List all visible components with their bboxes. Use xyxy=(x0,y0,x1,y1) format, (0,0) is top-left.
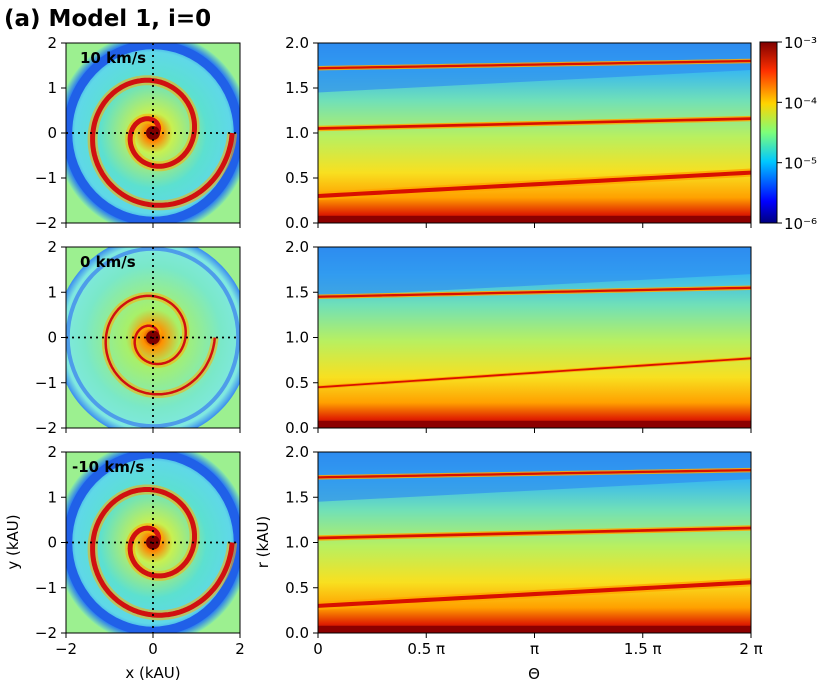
y-tick-label: 2 xyxy=(47,443,57,461)
shell-band xyxy=(318,468,751,479)
spiral-arm xyxy=(90,487,235,618)
y-tick-label: 0.0 xyxy=(285,214,309,232)
spiral-arm xyxy=(104,294,217,396)
y-tick-label: 1 xyxy=(47,79,57,97)
colorbar-tick-label: 10⁻⁴ xyxy=(784,94,817,112)
y-tick-label: 0.0 xyxy=(285,624,309,642)
low-density-band xyxy=(318,247,751,297)
colorbar-ticks: 10⁻⁶ 10⁻⁵ 10⁻⁴ 10⁻³ xyxy=(777,34,817,233)
colorbar-gradient xyxy=(759,41,778,224)
inner-dense-region xyxy=(318,625,751,633)
y-tick-label: 1.0 xyxy=(285,534,309,552)
left-panels: 10 km/s −2 −1 0 1 2 0 km/s −2 −1 0 1 2 -10 km/s −2 −1 0… xyxy=(35,34,245,658)
x-tick-label: π xyxy=(530,640,539,658)
inner-dense-region xyxy=(318,215,751,223)
shell-band xyxy=(318,580,751,608)
y-tick-label: −2 xyxy=(35,419,57,437)
left-panel-1 xyxy=(66,247,240,428)
x-tick-label: 2 xyxy=(235,640,245,658)
y-tick-label: −2 xyxy=(35,214,57,232)
colorbar-tick-label: 10⁻⁵ xyxy=(784,155,817,173)
y-tick-label: −1 xyxy=(35,579,57,597)
x-tick-label: 2 π xyxy=(739,640,762,658)
y-tick-label: 0.0 xyxy=(285,419,309,437)
shell-band xyxy=(318,170,751,199)
y-tick-label: 2.0 xyxy=(285,238,309,256)
spiral-arm xyxy=(90,77,235,208)
shell-band xyxy=(318,286,751,298)
shell-band xyxy=(318,117,751,130)
inner-dense-region xyxy=(318,420,751,428)
right-y-axis-label: r (kAU) xyxy=(254,516,272,569)
velocity-label: 10 km/s xyxy=(80,49,146,67)
x-tick-label: 0 xyxy=(148,640,158,658)
left-panel-0 xyxy=(66,43,240,223)
velocity-label: 0 km/s xyxy=(80,253,136,271)
right-panel-0 xyxy=(318,43,751,223)
right-panel-2 xyxy=(318,452,751,633)
y-tick-label: 2 xyxy=(47,34,57,52)
y-tick-label: −1 xyxy=(35,374,57,392)
y-tick-label: 1.0 xyxy=(285,329,309,347)
low-density-band xyxy=(318,452,751,502)
x-tick-label: 1.5 π xyxy=(624,640,662,658)
left-panel-2 xyxy=(66,452,240,633)
y-tick-label: 1.5 xyxy=(285,488,309,506)
y-tick-label: 1.0 xyxy=(285,124,309,142)
colorbar: 10⁻⁶ 10⁻⁵ 10⁻⁴ 10⁻³ xyxy=(759,34,817,233)
y-tick-label: −2 xyxy=(35,624,57,642)
y-tick-label: 1.5 xyxy=(285,79,309,97)
y-tick-label: 1 xyxy=(47,283,57,301)
colorbar-tick-label: 10⁻³ xyxy=(784,34,817,52)
y-tick-label: 0 xyxy=(47,329,57,347)
y-tick-label: 1.5 xyxy=(285,283,309,301)
shell-band xyxy=(318,59,751,70)
low-density-band xyxy=(318,43,751,93)
y-tick-label: 1 xyxy=(47,488,57,506)
y-tick-label: 0.5 xyxy=(285,579,309,597)
x-tick-label: −2 xyxy=(55,640,77,658)
y-tick-label: 0 xyxy=(47,534,57,552)
velocity-label: -10 km/s xyxy=(72,458,144,476)
left-y-axis-label: y (kAU) xyxy=(4,514,22,569)
y-tick-label: −1 xyxy=(35,169,57,187)
shell-band xyxy=(318,526,751,540)
y-tick-label: 0.5 xyxy=(285,169,309,187)
right-panel-1 xyxy=(318,247,751,428)
y-tick-label: 0.5 xyxy=(285,374,309,392)
y-tick-label: 0 xyxy=(47,124,57,142)
left-x-axis-label: x (kAU) xyxy=(125,664,180,682)
y-tick-label: 2.0 xyxy=(285,443,309,461)
figure-title: (a) Model 1, i=0 xyxy=(4,6,211,32)
y-tick-label: 2.0 xyxy=(285,34,309,52)
right-panels: 0.0 0.5 1.0 1.5 2.0 0.0 0.5 1.0 1.5 2.0 0.0 0.5 1.0 1… xyxy=(285,34,763,658)
x-tick-label: 0 xyxy=(313,640,323,658)
shell-band xyxy=(318,357,751,389)
colorbar-tick-label: 10⁻⁶ xyxy=(784,215,817,233)
right-x-axis-label: Θ xyxy=(528,665,540,683)
y-tick-label: 2 xyxy=(47,238,57,256)
x-tick-label: 0.5 π xyxy=(407,640,445,658)
